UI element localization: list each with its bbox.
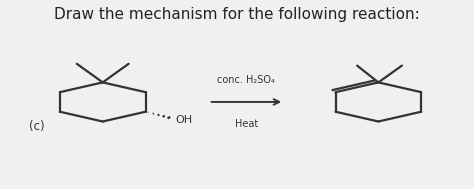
Text: conc. H₂SO₄: conc. H₂SO₄ xyxy=(218,75,275,85)
Text: OH: OH xyxy=(175,115,192,125)
Text: Heat: Heat xyxy=(235,119,258,129)
Text: (c): (c) xyxy=(29,120,45,133)
Text: Draw the mechanism for the following reaction:: Draw the mechanism for the following rea… xyxy=(54,7,420,22)
